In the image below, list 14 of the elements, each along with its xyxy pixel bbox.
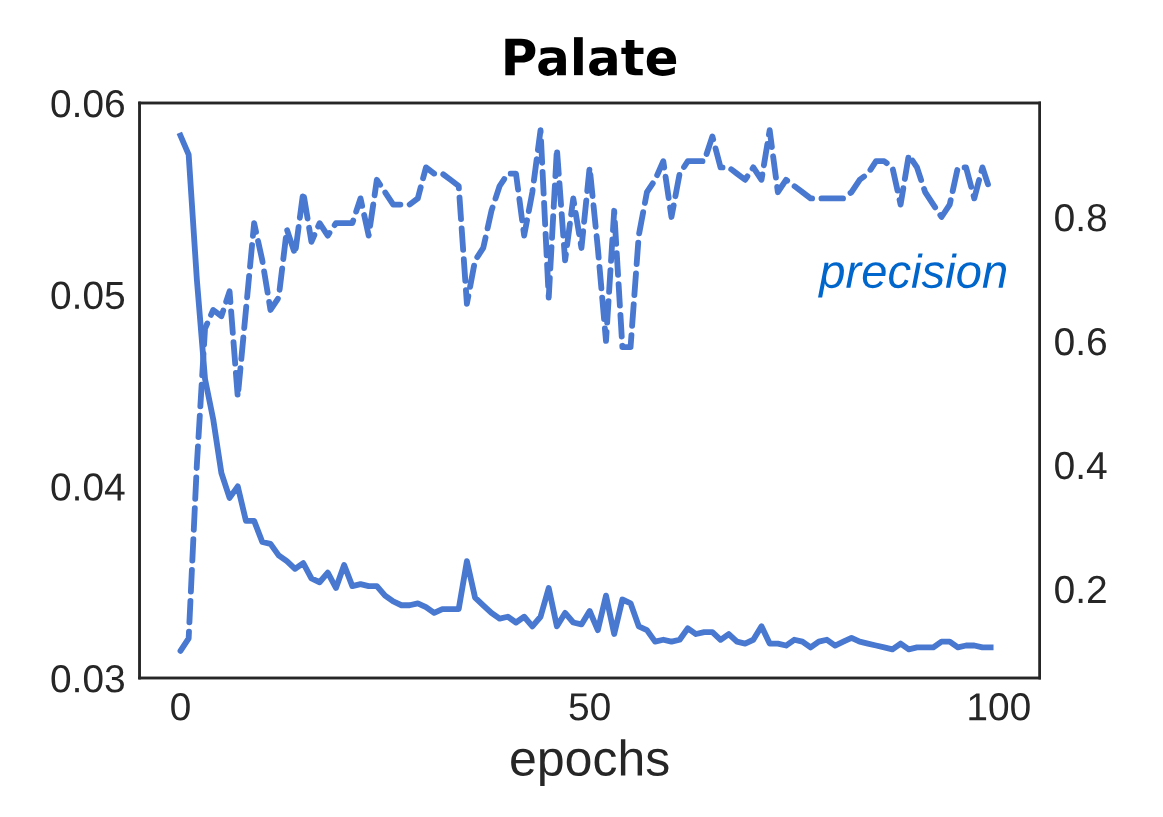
y-tick-label: 0.03 <box>51 665 124 693</box>
y-tick-label: 0.06 <box>51 89 124 118</box>
y2-tick-label: 0.8 <box>1055 203 1106 232</box>
x-tick-label: 50 <box>569 693 610 721</box>
series-label: precision <box>818 253 1007 298</box>
y-tick-label: 0.05 <box>51 281 125 310</box>
y2-tick-label: 0.2 <box>1055 575 1106 604</box>
x-tick-label: 0 <box>171 693 190 721</box>
y2-tick-label: 0.6 <box>1055 327 1106 356</box>
x-tick-label: 100 <box>969 693 1030 721</box>
chart-title: Palate <box>505 37 677 76</box>
y2-tick-label: 0.4 <box>1055 451 1107 480</box>
x-axis-title: epochs <box>511 739 669 786</box>
y-tick-label: 0.04 <box>51 473 125 501</box>
